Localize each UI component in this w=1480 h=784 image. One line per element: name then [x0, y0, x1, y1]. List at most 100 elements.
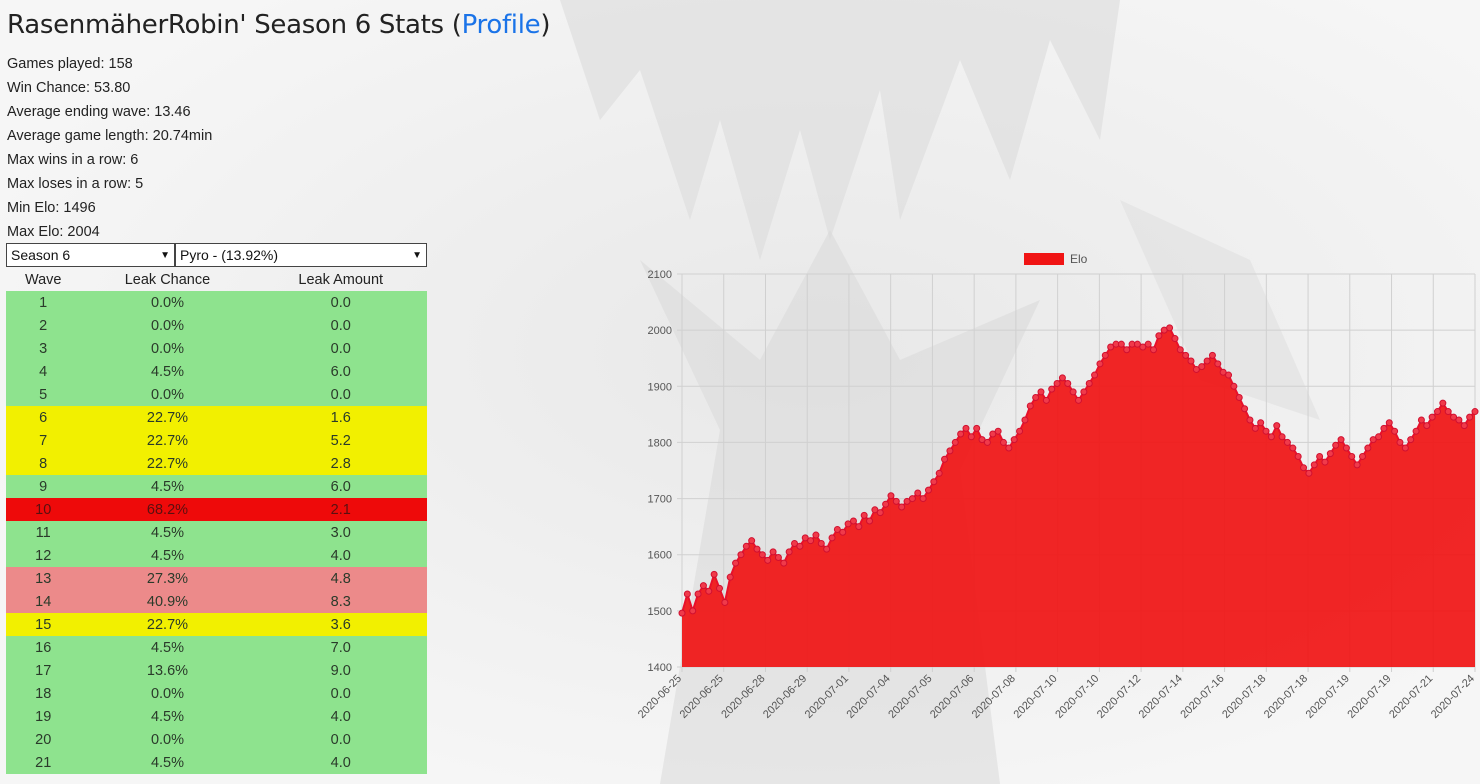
y-tick-label: 1400: [648, 662, 672, 674]
elo-point: [1236, 395, 1242, 401]
elo-point: [743, 543, 749, 549]
y-tick-label: 2100: [648, 269, 672, 281]
wave-cell: 15: [6, 613, 80, 636]
wave-cell: 3: [6, 337, 80, 360]
elo-point: [679, 610, 685, 616]
elo-point: [1445, 409, 1451, 415]
leak-chance-cell: 4.5%: [80, 751, 254, 774]
table-row: 6 22.7% 1.6: [6, 406, 427, 429]
elo-point: [1102, 352, 1108, 358]
leak-amount-cell: 2.8: [255, 452, 427, 475]
elo-point: [733, 560, 739, 566]
elo-point: [1456, 417, 1462, 423]
table-row: 15 22.7% 3.6: [6, 613, 427, 636]
elo-point: [1295, 453, 1301, 459]
table-row: 1 0.0% 0.0: [6, 291, 427, 314]
elo-point: [1145, 341, 1151, 347]
elo-chart: 1400 1500 1600 1700 1800 1900 2000 2100 2020-06-…: [630, 245, 1480, 745]
elo-point: [1081, 389, 1087, 395]
elo-point: [963, 425, 969, 431]
x-tick-label: 2020-07-01: [803, 673, 851, 721]
title-prefix: RasenmäherRobin' Season 6 Stats (: [7, 10, 462, 40]
elo-point: [1472, 409, 1478, 415]
leak-chance-cell: 4.5%: [80, 544, 254, 567]
season-select[interactable]: Season 6 ▼: [6, 243, 175, 267]
leak-chance-cell: 4.5%: [80, 636, 254, 659]
x-tick-label: 2020-06-29: [761, 673, 809, 721]
elo-point: [1038, 389, 1044, 395]
leak-chance-cell: 0.0%: [80, 682, 254, 705]
elo-point: [786, 549, 792, 555]
elo-point: [1097, 361, 1103, 367]
table-row: 19 4.5% 4.0: [6, 705, 427, 728]
elo-point: [1327, 451, 1333, 457]
wave-cell: 11: [6, 521, 80, 544]
elo-point: [931, 479, 937, 485]
x-tick-label: 2020-07-21: [1387, 673, 1435, 721]
leak-chance-cell: 22.7%: [80, 613, 254, 636]
wave-cell: 7: [6, 429, 80, 452]
elo-point: [797, 543, 803, 549]
elo-point: [942, 456, 948, 462]
elo-point: [1118, 341, 1124, 347]
elo-point: [684, 591, 690, 597]
elo-point: [1365, 445, 1371, 451]
leak-chance-cell: 4.5%: [80, 705, 254, 728]
leak-amount-cell: 4.0: [255, 705, 427, 728]
builder-select[interactable]: Pyro - (13.92%) ▼: [175, 243, 427, 267]
elo-point: [1054, 380, 1060, 386]
leak-amount-cell: 0.0: [255, 291, 427, 314]
elo-point: [1354, 462, 1360, 468]
wave-cell: 13: [6, 567, 80, 590]
elo-point: [1209, 352, 1215, 358]
elo-point: [765, 557, 771, 563]
stats-list: Games played: 158 Win Chance: 53.80 Aver…: [7, 52, 212, 244]
elo-point: [722, 599, 728, 605]
elo-point: [1317, 453, 1323, 459]
wave-cell: 14: [6, 590, 80, 613]
table-row: 8 22.7% 2.8: [6, 452, 427, 475]
table-row: 13 27.3% 4.8: [6, 567, 427, 590]
leak-amount-cell: 2.1: [255, 498, 427, 521]
elo-point: [899, 504, 905, 510]
leak-chance-cell: 68.2%: [80, 498, 254, 521]
leak-amount-cell: 0.0: [255, 682, 427, 705]
stat-max-loses-row: Max loses in a row: 5: [7, 172, 212, 196]
x-tick-label: 2020-07-04: [845, 673, 893, 721]
elo-point: [1418, 417, 1424, 423]
leak-amount-cell: 0.0: [255, 314, 427, 337]
x-tick-label: 2020-07-18: [1220, 673, 1268, 721]
elo-point: [995, 428, 1001, 434]
table-row: 7 22.7% 5.2: [6, 429, 427, 452]
elo-point: [695, 591, 701, 597]
elo-point: [867, 518, 873, 524]
stat-average-ending-wave: Average ending wave: 13.46: [7, 100, 212, 124]
elo-point: [1301, 465, 1307, 471]
elo-point: [1413, 428, 1419, 434]
stat-max-elo: Max Elo: 2004: [7, 220, 212, 244]
elo-point: [1022, 417, 1028, 423]
wave-cell: 10: [6, 498, 80, 521]
elo-point: [1199, 364, 1205, 370]
wave-cell: 16: [6, 636, 80, 659]
elo-point: [1231, 383, 1237, 389]
elo-point: [952, 439, 958, 445]
elo-point: [1429, 414, 1435, 420]
leak-amount-cell: 6.0: [255, 475, 427, 498]
table-row: 9 4.5% 6.0: [6, 475, 427, 498]
elo-point: [1242, 406, 1248, 412]
elo-point: [1290, 445, 1296, 451]
x-tick-label: 2020-07-19: [1345, 673, 1393, 721]
table-row: 10 68.2% 2.1: [6, 498, 427, 521]
elo-point: [1151, 347, 1157, 353]
elo-point: [909, 496, 915, 502]
x-tick-label: 2020-07-06: [928, 673, 976, 721]
leak-chance-cell: 40.9%: [80, 590, 254, 613]
title-suffix: ): [540, 10, 550, 40]
wave-cell: 18: [6, 682, 80, 705]
leak-chance-cell: 4.5%: [80, 360, 254, 383]
elo-point: [727, 574, 733, 580]
profile-link[interactable]: Profile: [462, 10, 541, 40]
elo-point: [893, 498, 899, 504]
elo-point: [1252, 425, 1258, 431]
